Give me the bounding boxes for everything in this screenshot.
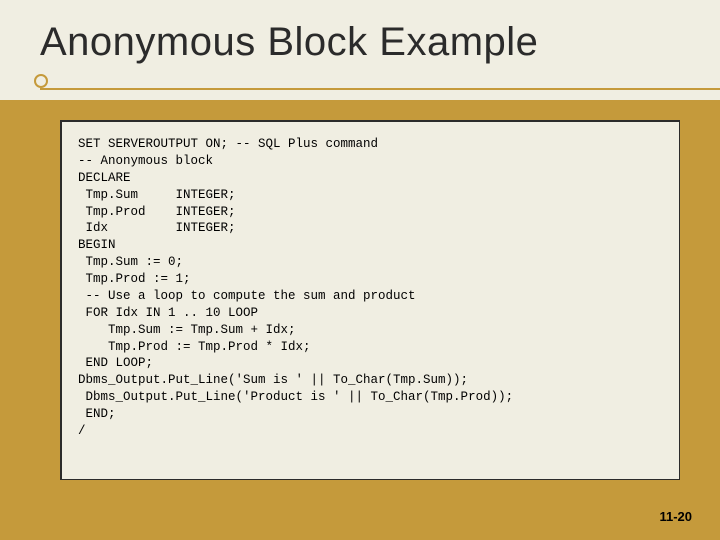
code-panel: SET SERVEROUTPUT ON; -- SQL Plus command… bbox=[60, 120, 680, 480]
code-block: SET SERVEROUTPUT ON; -- SQL Plus command… bbox=[78, 136, 663, 440]
bullet-icon bbox=[34, 74, 48, 88]
title-area: Anonymous Block Example bbox=[0, 0, 720, 100]
title-underline bbox=[40, 88, 720, 90]
slide-title: Anonymous Block Example bbox=[40, 20, 720, 65]
content-area: SET SERVEROUTPUT ON; -- SQL Plus command… bbox=[0, 100, 720, 540]
page-number: 11-20 bbox=[659, 509, 692, 524]
